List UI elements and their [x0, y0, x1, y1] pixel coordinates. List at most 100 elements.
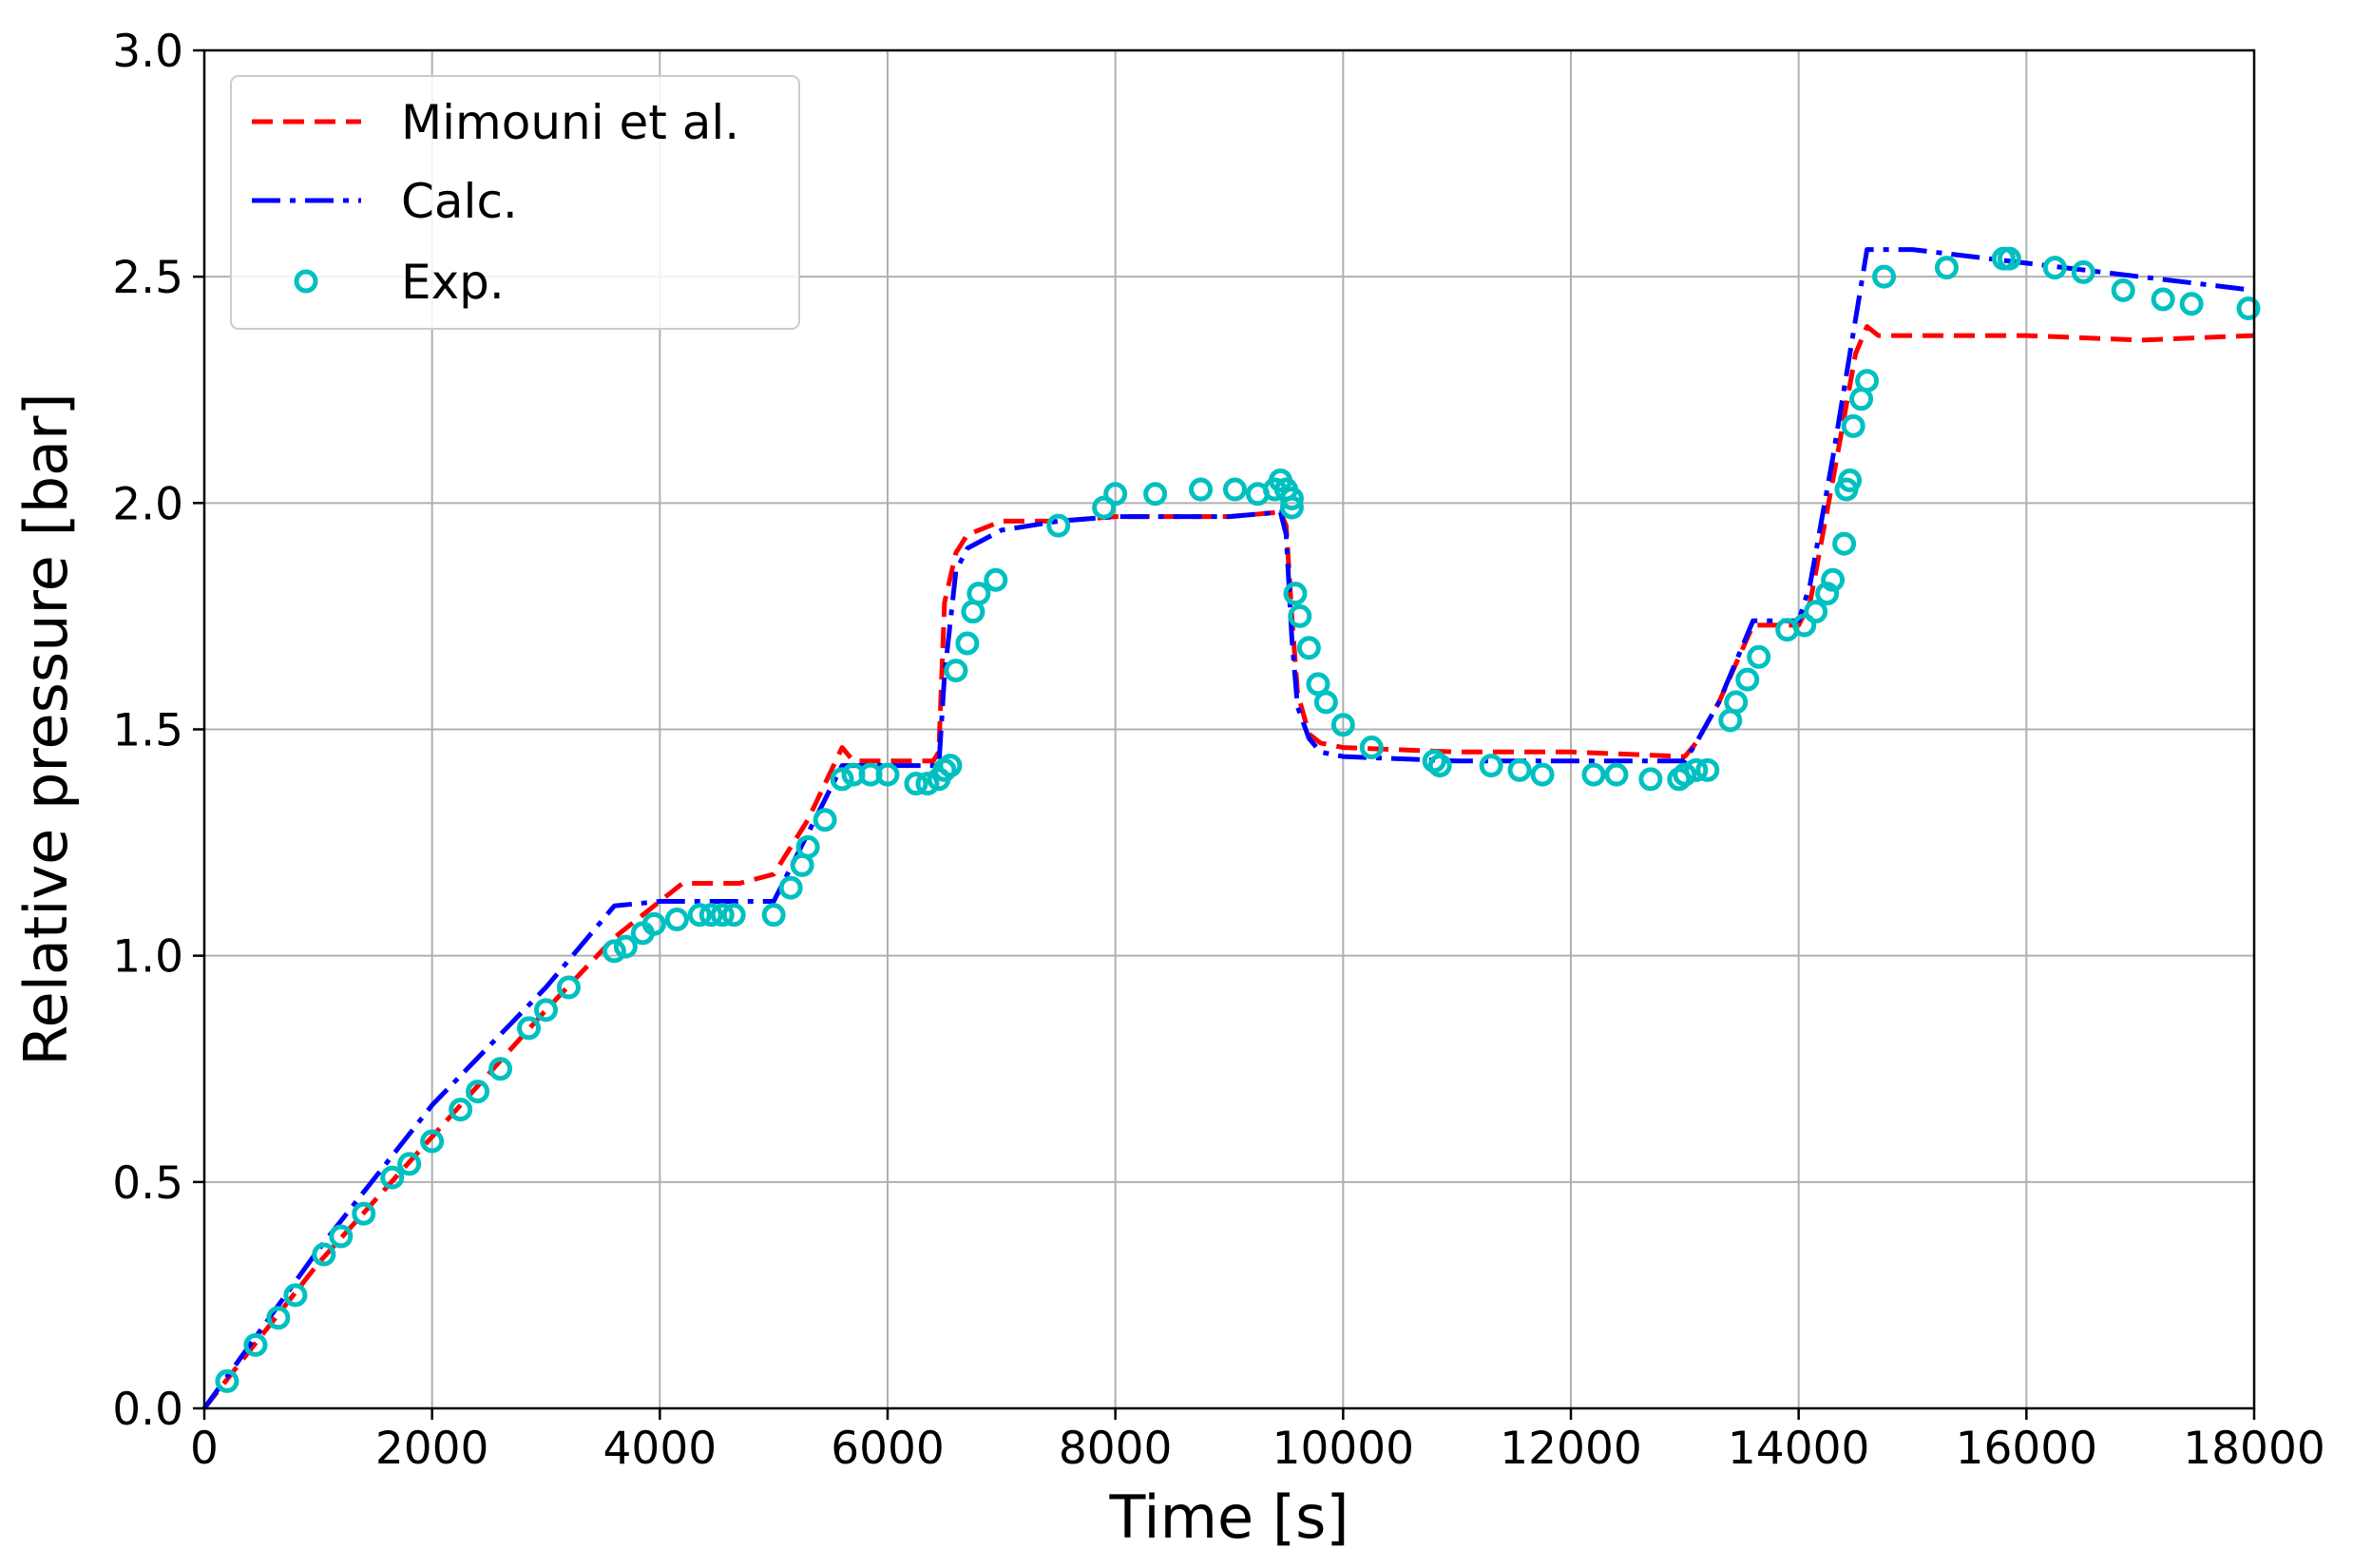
exp-data-point — [1103, 482, 1128, 507]
exp-data-point — [955, 631, 980, 656]
exp-data-point — [1359, 736, 1384, 760]
exp-data-point — [2071, 259, 2095, 284]
exp-data-point — [1832, 531, 1857, 556]
series-1 — [201, 247, 2255, 1410]
exp-data-point — [944, 659, 968, 683]
exp-data-point — [1997, 246, 2021, 271]
exp-data-point — [517, 1016, 542, 1041]
legend-label: Calc. — [401, 174, 518, 229]
exp-data-point — [698, 903, 723, 927]
exp-data-point — [420, 1129, 445, 1154]
exp-data-point — [1279, 487, 1304, 511]
exp-data-point — [2236, 296, 2261, 321]
exp-data-point — [283, 1283, 308, 1308]
exp-data-point — [1046, 513, 1071, 538]
x-tick-label: 8000 — [1059, 1423, 1173, 1475]
exp-data-point — [1143, 482, 1168, 507]
legend: Mimouni et al. Calc. Exp. — [230, 75, 800, 330]
legend-marker — [294, 269, 318, 294]
legend-label: Mimouni et al. — [401, 95, 739, 150]
axis-ticks: 0 2000 4000 6000 8000 10000 12000 14000 16000 180… — [112, 26, 2325, 1475]
exp-data-point — [556, 975, 581, 1000]
exp-data-point — [215, 1368, 239, 1393]
exp-data-point — [1821, 567, 1846, 592]
exp-data-point — [1092, 495, 1117, 520]
exp-data-point — [602, 939, 626, 964]
series-line — [202, 324, 2255, 1410]
exp-data-point — [466, 1080, 490, 1104]
exp-data-point — [488, 1057, 513, 1081]
exp-data-point — [1747, 644, 1771, 669]
x-tick-label: 2000 — [375, 1423, 489, 1475]
exp-data-point — [1872, 264, 1897, 289]
exp-data-point — [397, 1152, 422, 1176]
x-tick-label: 0 — [190, 1423, 219, 1475]
exp-data-point — [1479, 754, 1503, 778]
exp-data-point — [1841, 413, 1865, 438]
exp-data-point — [1815, 582, 1840, 606]
exp-data-point — [641, 911, 666, 936]
y-tick-label: 2.0 — [112, 478, 183, 530]
plot-series — [201, 246, 2261, 1410]
exp-data-point — [1330, 713, 1355, 737]
exp-data-point — [795, 834, 820, 859]
exp-data-point — [687, 903, 712, 927]
exp-data-point — [266, 1306, 291, 1330]
y-tick-label: 0.0 — [112, 1384, 183, 1436]
exp-data-point — [830, 767, 854, 792]
exp-data-point — [1838, 468, 1863, 493]
exp-data-point — [915, 772, 940, 796]
exp-data-point — [1296, 636, 1321, 660]
exp-data-point — [380, 1165, 405, 1190]
exp-data-point — [1724, 690, 1749, 715]
x-tick-label: 4000 — [603, 1423, 717, 1475]
exp-data-point — [938, 754, 963, 778]
exp-data-point — [1507, 757, 1532, 782]
exp-data-point — [721, 903, 746, 927]
exp-data-point — [1283, 582, 1308, 606]
exp-data-point — [966, 582, 991, 606]
exp-data-point — [1189, 477, 1214, 502]
exp-data-point — [904, 772, 928, 796]
exp-data-point — [1855, 369, 1880, 393]
exp-data-point — [778, 875, 803, 900]
x-tick-label: 12000 — [1500, 1423, 1642, 1475]
x-tick-label: 18000 — [2183, 1423, 2325, 1475]
exp-data-point — [1222, 477, 1247, 502]
exp-data-point — [875, 762, 900, 787]
exp-data-point — [664, 908, 689, 932]
exp-data-point — [1279, 495, 1304, 520]
y-tick-label: 1.5 — [112, 705, 183, 757]
exp-data-point — [1427, 754, 1452, 778]
exp-data-point — [312, 1242, 336, 1267]
exp-data-point — [2042, 256, 2067, 280]
y-tick-label: 2.5 — [112, 252, 183, 304]
exp-data-point — [1313, 690, 1338, 715]
x-tick-label: 10000 — [1272, 1423, 1415, 1475]
exp-data-point — [984, 567, 1008, 592]
series-line — [201, 247, 2255, 1410]
y-tick-label: 1.0 — [112, 931, 183, 984]
exp-data-point — [352, 1201, 376, 1226]
exp-data-point — [1530, 762, 1555, 787]
x-axis-label: Time [s] — [1108, 1482, 1349, 1552]
exp-data-point — [710, 903, 735, 927]
y-tick-label: 0.5 — [112, 1157, 183, 1210]
series-0 — [202, 324, 2255, 1410]
exp-data-point — [1735, 667, 1760, 692]
x-tick-label: 6000 — [831, 1423, 945, 1475]
exp-data-point — [1673, 762, 1697, 787]
exp-data-point — [761, 903, 786, 927]
exp-data-point — [1804, 600, 1828, 624]
series-2 — [215, 246, 2261, 1393]
exp-data-point — [1288, 603, 1312, 628]
exp-data-point — [1638, 767, 1663, 792]
exp-data-point — [2151, 287, 2175, 312]
exp-data-point — [449, 1098, 473, 1122]
exp-data-point — [813, 808, 837, 832]
legend-box — [230, 75, 800, 330]
y-tick-label: 3.0 — [112, 26, 183, 78]
exp-data-point — [1695, 757, 1720, 782]
exp-data-point — [329, 1224, 354, 1249]
